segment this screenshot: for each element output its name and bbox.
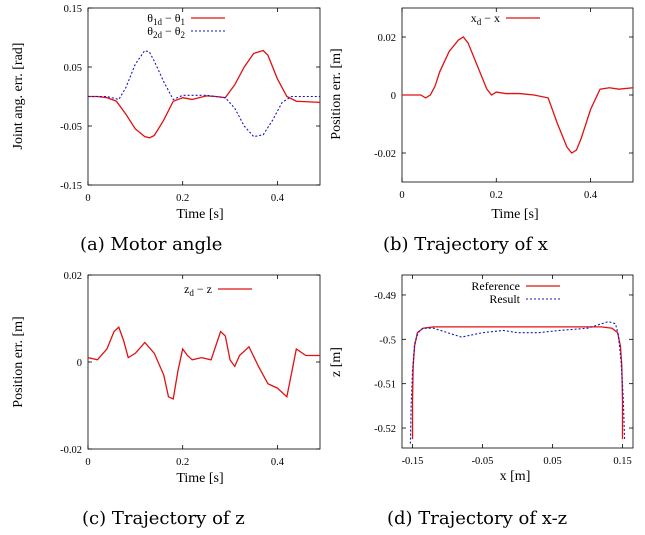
legend-label-1: θ1d − θ1 <box>147 11 185 27</box>
legend-name-tail: − x <box>481 11 500 25</box>
series-line-1 <box>88 49 321 139</box>
x-tick-label: 0 <box>85 193 90 204</box>
legend-label-1: xd − x <box>471 11 500 27</box>
subfigure-caption: (d) Trajectory of x-z <box>387 508 567 529</box>
x-tick-label: 0.2 <box>490 190 503 201</box>
y-tick-label: 0.15 <box>64 4 82 15</box>
y-tick-label: -0.5 <box>379 335 396 346</box>
legend-name-sub2: 1 <box>181 17 186 27</box>
series-line-1 <box>402 36 634 154</box>
legend-name-main: θ <box>147 24 153 38</box>
legend-name-sub: 2d <box>153 30 163 40</box>
legend-name-main: x <box>471 11 477 25</box>
x-axis-label: Time [s] <box>491 207 538 222</box>
y-tick-label: -0.02 <box>60 445 82 456</box>
x-tick-label: 0.05 <box>543 456 561 467</box>
series-line-1 <box>87 326 320 400</box>
x-tick-label: 0 <box>399 190 404 201</box>
y-axis-label: z [m] <box>329 347 344 377</box>
x-tick-label: 0.4 <box>271 193 285 204</box>
x-tick-label: 0 <box>85 457 90 468</box>
y-axis-label: Joint ang. err. [rad] <box>11 43 26 150</box>
plot-frame <box>401 274 634 449</box>
legend-name-main: θ <box>147 11 153 25</box>
series-line-2 <box>409 321 626 444</box>
legend-label-1: zd − z <box>184 282 212 298</box>
y-tick-label: -0.05 <box>60 122 82 133</box>
legend-label-1: Reference <box>471 279 520 293</box>
plot-frame <box>87 274 321 450</box>
series-line-1 <box>411 326 624 440</box>
x-tick-label: 0.2 <box>176 193 189 204</box>
legend-name-tail: − z <box>194 282 212 296</box>
y-axis-label: Position err. [m] <box>11 316 26 407</box>
subfigure-caption: (b) Trajectory of x <box>383 234 548 255</box>
y-tick-label: -0.15 <box>60 181 82 192</box>
y-tick-label: -0.52 <box>374 424 396 435</box>
y-tick-label: -0.49 <box>374 291 396 302</box>
y-tick-label: -0.51 <box>374 380 396 391</box>
y-tick-label: 0.05 <box>64 63 82 74</box>
legend-name-main: Reference <box>471 279 520 293</box>
x-tick-label: 0.4 <box>584 190 598 201</box>
y-tick-label: 0.02 <box>378 33 396 44</box>
plot-frame <box>401 7 634 183</box>
y-axis-label: Position err. [m] <box>329 48 344 139</box>
chart-a: 0 0.2 0.4 0.15 0.05 -0.05 -0.15 Time [s] Joint a… <box>11 4 321 255</box>
x-axis-label: Time [s] <box>176 207 223 222</box>
y-tick-label: 0.02 <box>64 271 82 282</box>
y-tick-label: 0 <box>391 91 396 102</box>
subfigure-caption: (a) Motor angle <box>80 234 222 255</box>
legend-name-main: z <box>184 282 189 296</box>
legend-name-sub: d <box>477 17 482 27</box>
x-tick-label: 0.15 <box>613 456 631 467</box>
legend-name-sub2: 2 <box>181 30 186 40</box>
y-tick-label: 0 <box>77 358 82 369</box>
x-tick-label: 0.4 <box>271 457 285 468</box>
x-tick-label: 0.2 <box>176 457 189 468</box>
chart-d: -0.15 -0.05 0.05 0.15 -0.49 -0.5 -0.51 -0.52 x [… <box>329 274 634 529</box>
chart-b: 0 0.2 0.4 0.02 0 -0.02 Time [s] Position err. [… <box>329 7 634 255</box>
legend-name-tail: − θ <box>162 24 181 38</box>
legend-name-tail: − θ <box>162 11 181 25</box>
x-axis-label: x [m] <box>500 469 531 484</box>
legend-name-sub: 1d <box>153 17 163 27</box>
legend-label-2: Result <box>489 292 520 306</box>
legend-name-main: Result <box>489 292 520 306</box>
x-tick-label: -0.15 <box>402 456 424 467</box>
legend-name-sub: d <box>189 288 194 298</box>
x-tick-label: -0.05 <box>472 456 494 467</box>
legend-label-2: θ2d − θ2 <box>147 24 185 40</box>
series-line-2 <box>88 49 320 138</box>
x-axis-label: Time [s] <box>176 471 223 486</box>
y-tick-label: -0.02 <box>374 149 396 160</box>
subfigure-caption: (c) Trajectory of z <box>82 508 245 529</box>
